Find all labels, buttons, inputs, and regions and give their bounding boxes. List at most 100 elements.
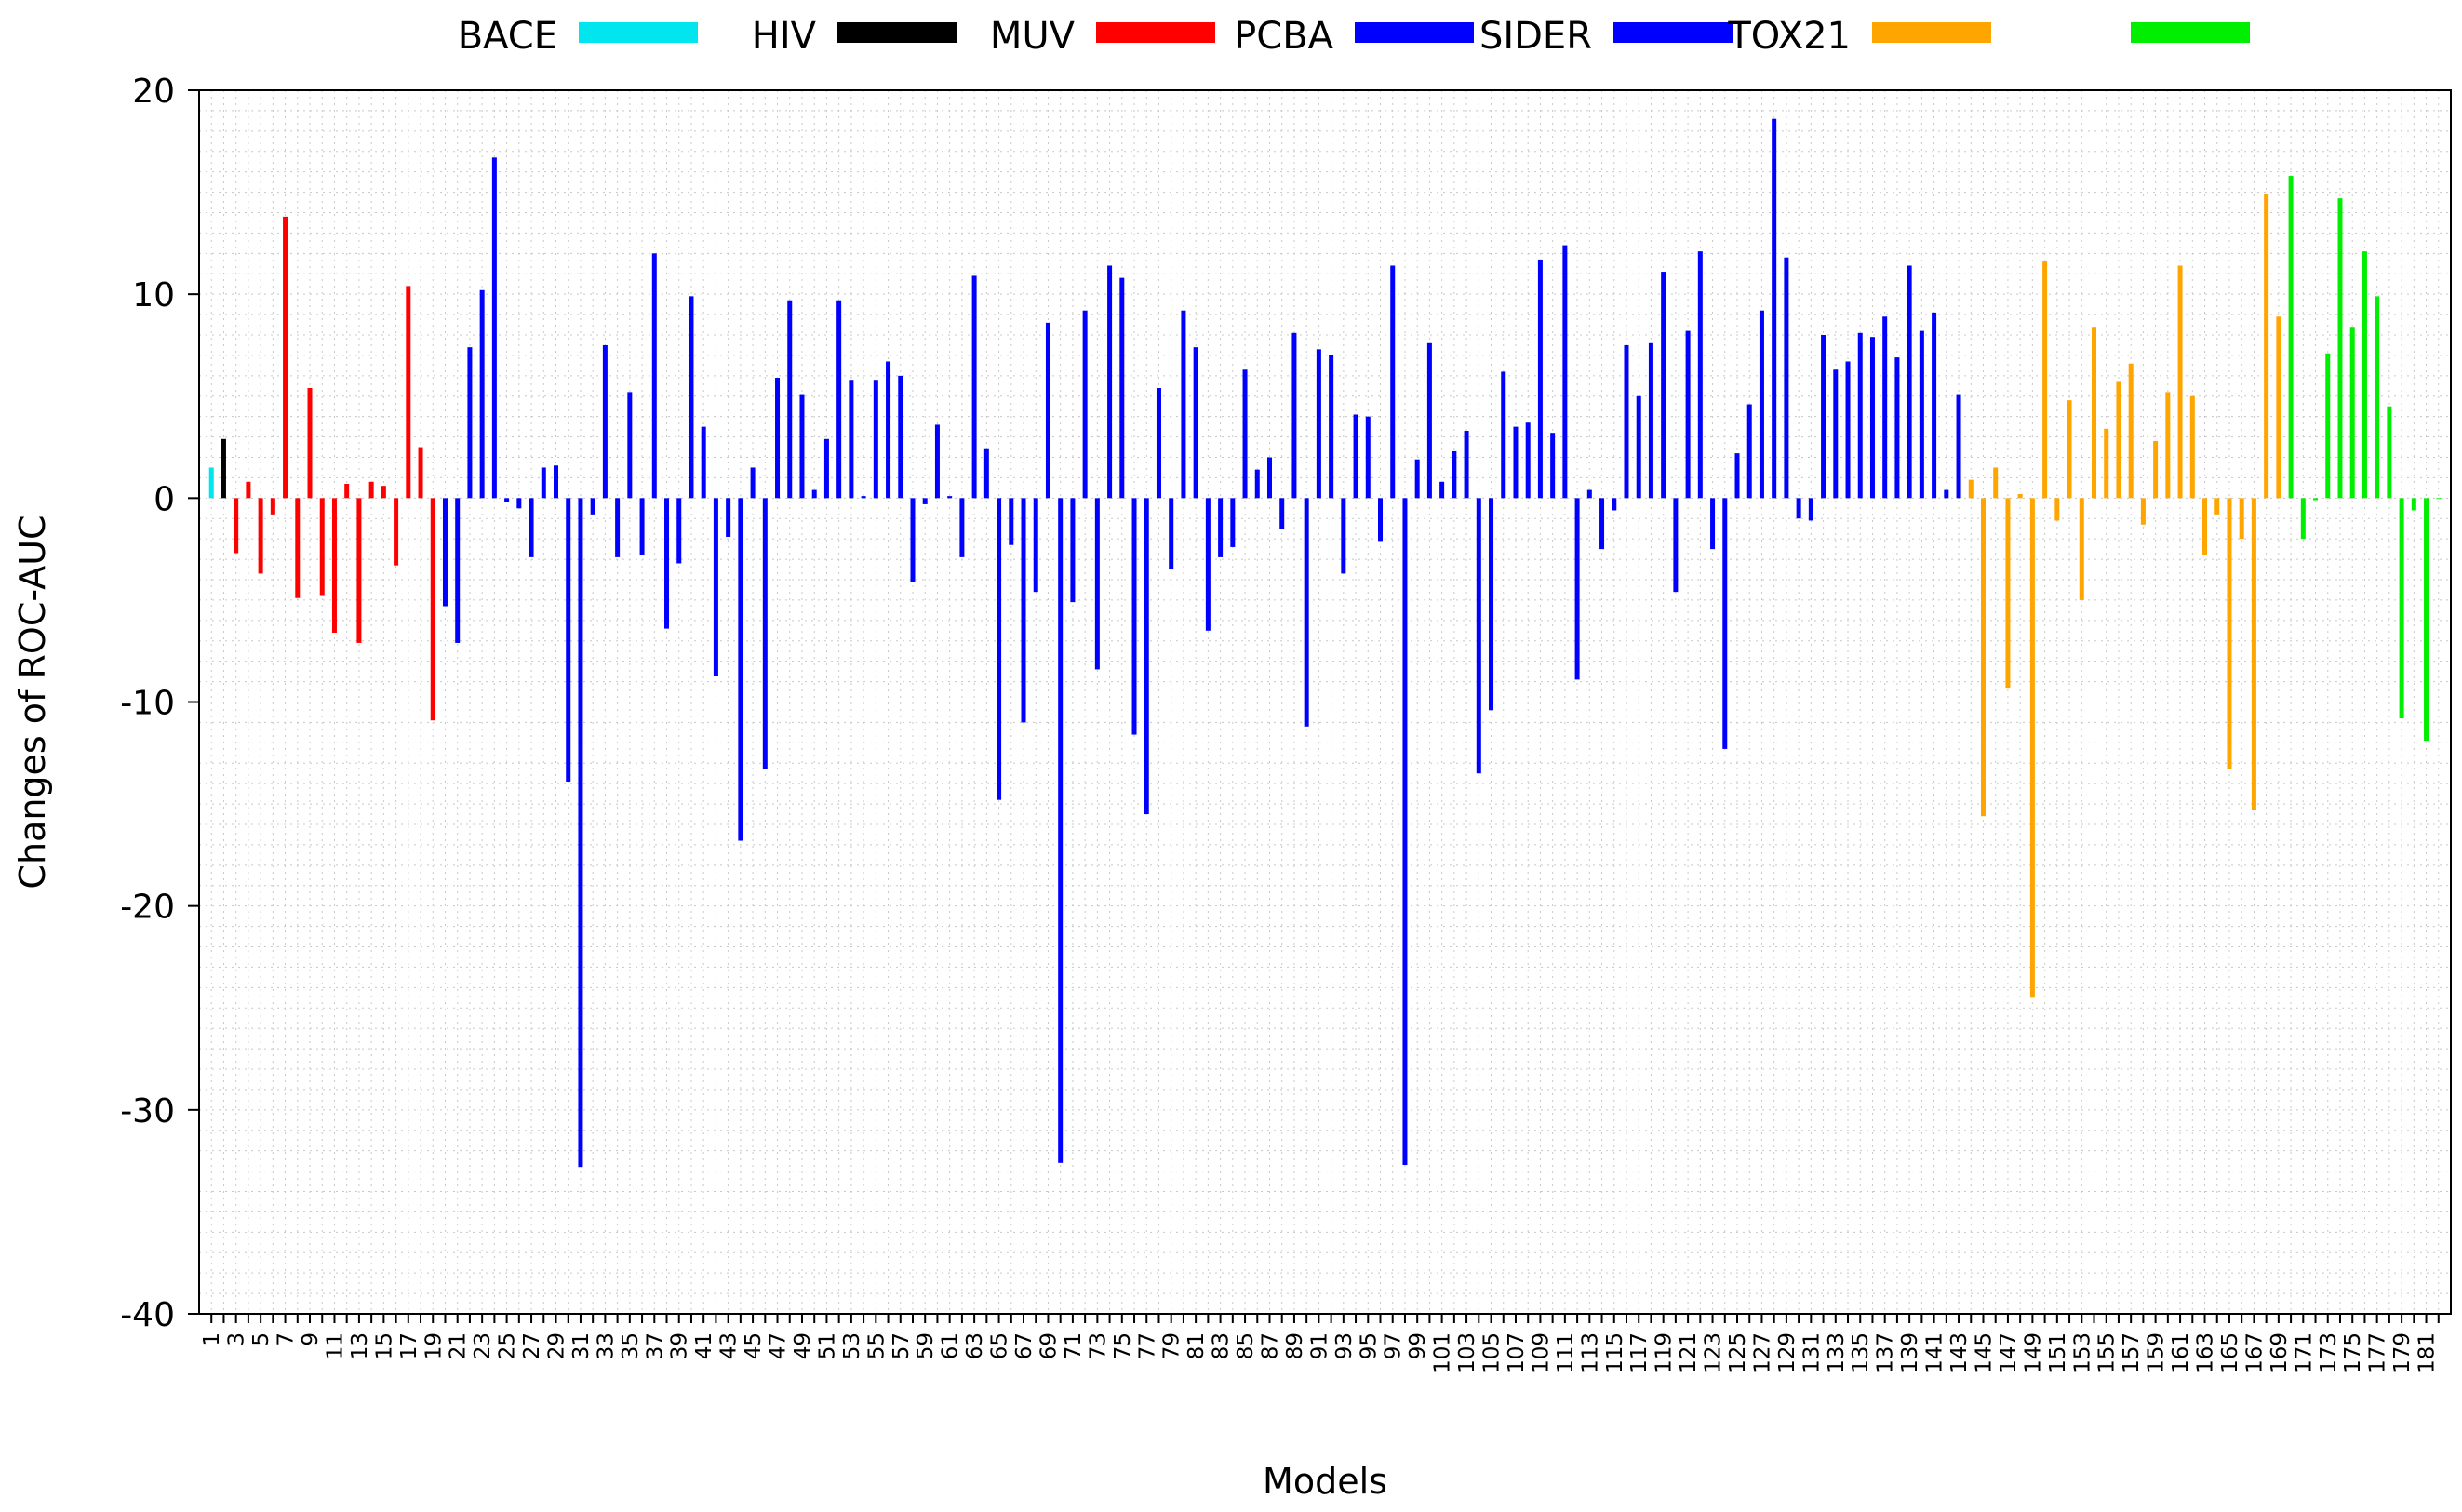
bar-muv-8: [295, 498, 301, 598]
bar-sider-66: [1009, 498, 1014, 545]
bar-tox21-147: [2005, 498, 2011, 689]
x-tick-label: 59: [914, 1332, 938, 1359]
bar-muv-14: [368, 481, 374, 499]
bar-sider-52: [836, 300, 842, 499]
x-tick-label: 103: [1455, 1332, 1479, 1373]
bar-sider-116: [1624, 344, 1629, 499]
x-tick-label: 65: [988, 1332, 1012, 1359]
bar-sider-69: [1045, 322, 1050, 499]
bar-muv-9: [307, 387, 313, 499]
x-tick-label: 63: [963, 1332, 987, 1359]
legend-swatch-tox21: [1872, 22, 1991, 43]
x-tick-label: 99: [1406, 1332, 1430, 1359]
x-tick-label: 101: [1431, 1332, 1455, 1373]
x-tick-label: 119: [1652, 1332, 1677, 1373]
bar-sider-138: [1894, 357, 1900, 499]
bar-tox21-149: [2029, 498, 2035, 998]
bar-tox21-171: [2300, 498, 2306, 540]
bar-tox21-162: [2189, 395, 2195, 499]
x-tick-label: 173: [2317, 1332, 2341, 1373]
x-tick-label: 89: [1283, 1332, 1307, 1359]
bar-sider-79: [1169, 498, 1174, 570]
bar-sider-101: [1439, 481, 1445, 499]
x-tick-label: 3: [225, 1332, 249, 1346]
bar-tox21-152: [2067, 400, 2072, 499]
plot-area-frame: [198, 89, 2452, 1315]
y-axis: 20 10 0 -10 -20 -30 -40: [120, 73, 199, 1334]
bar-sider-114: [1599, 498, 1605, 550]
bar-tox21-146: [1993, 467, 1999, 499]
bar-sider-89: [1291, 332, 1297, 499]
bar-sider-143: [1956, 394, 1961, 499]
bar-sider-78: [1156, 387, 1161, 499]
bar-sider-42: [713, 498, 718, 676]
x-tick-label: 145: [1972, 1332, 1996, 1373]
x-tick-label: 7: [274, 1332, 299, 1346]
bar-tox21-180: [2411, 498, 2416, 511]
y-tick-label: -40: [120, 1296, 175, 1334]
bar-sider-115: [1612, 498, 1617, 511]
x-tick-label: 47: [767, 1332, 791, 1359]
bar-sider-43: [726, 498, 731, 537]
x-tick-label: 19: [421, 1332, 446, 1359]
x-tick-label: 141: [1923, 1332, 1947, 1373]
x-tick-label: 13: [348, 1332, 372, 1359]
bar-sider-37: [651, 253, 657, 499]
bar-sider-95: [1365, 416, 1371, 499]
legend-label-tox21: TOX21: [1727, 15, 1851, 58]
x-tick-label: 163: [2194, 1332, 2218, 1373]
y-tick-label: 20: [132, 73, 175, 111]
bar-muv-12: [344, 483, 350, 499]
x-tick-label: 105: [1480, 1332, 1505, 1373]
bar-pcba-24: [491, 157, 497, 499]
x-axis: 1 3 5 7 9 11 13 15 17 19 21 23 25 27 29 31 33 35 37 39 41 43 4…: [200, 1314, 2440, 1373]
bar-sider-75: [1119, 277, 1125, 499]
x-tick-label: 169: [2268, 1332, 2292, 1373]
x-tick-label: 69: [1037, 1332, 1061, 1359]
x-tick-label: 77: [1135, 1332, 1159, 1359]
bar-sider-127: [1759, 310, 1764, 499]
bar-tox21-182: [2436, 498, 2442, 500]
bar-sider-108: [1525, 422, 1531, 499]
bar-sider-47: [775, 378, 781, 499]
bar-sider-128: [1772, 118, 1777, 499]
bar-sider-73: [1094, 498, 1100, 670]
x-tick-label: 121: [1677, 1332, 1701, 1373]
x-tick-label: 131: [1800, 1332, 1824, 1373]
bar-sider-141: [1932, 312, 1937, 499]
bar-tox21-153: [2079, 498, 2084, 600]
x-tick-label: 129: [1775, 1332, 1800, 1373]
bar-sider-31: [578, 498, 583, 1168]
bar-sider-90: [1304, 498, 1309, 727]
x-tick-label: 1: [200, 1332, 224, 1346]
bar-sider-83: [1218, 498, 1224, 557]
x-tick-label: 161: [2169, 1332, 2193, 1373]
bar-sider-91: [1316, 349, 1321, 499]
x-tick-label: 179: [2390, 1332, 2415, 1373]
legend: BACE HIV MUV PCBA SIDER TOX21: [458, 15, 2250, 58]
x-tick-label: 85: [1234, 1332, 1258, 1359]
x-tick-label: 143: [1947, 1332, 1972, 1373]
x-tick-label: 137: [1874, 1332, 1898, 1373]
legend-label-muv: MUV: [990, 15, 1076, 58]
x-tick-label: 113: [1578, 1332, 1602, 1373]
x-tick-label: 123: [1702, 1332, 1726, 1373]
x-tick-label: 25: [496, 1332, 520, 1359]
bar-sider-72: [1082, 310, 1088, 499]
x-tick-label: 71: [1062, 1332, 1086, 1359]
bar-sider-142: [1944, 489, 1949, 499]
bar-sider-53: [849, 380, 854, 499]
x-tick-label: 117: [1627, 1332, 1652, 1373]
bar-sider-93: [1341, 498, 1346, 574]
bar-sider-92: [1329, 355, 1334, 499]
bar-sider-65: [997, 498, 1002, 800]
legend-swatch-bace: [579, 22, 698, 43]
bar-sider-84: [1230, 498, 1236, 547]
bar-tox21-164: [2214, 498, 2220, 515]
x-tick-label: 135: [1849, 1332, 1873, 1373]
bar-tox21-167: [2251, 498, 2256, 810]
bar-tox21-168: [2264, 194, 2269, 499]
x-tick-label: 109: [1529, 1332, 1553, 1373]
x-tick-label: 139: [1898, 1332, 1922, 1373]
bar-tox21-165: [2227, 498, 2232, 769]
